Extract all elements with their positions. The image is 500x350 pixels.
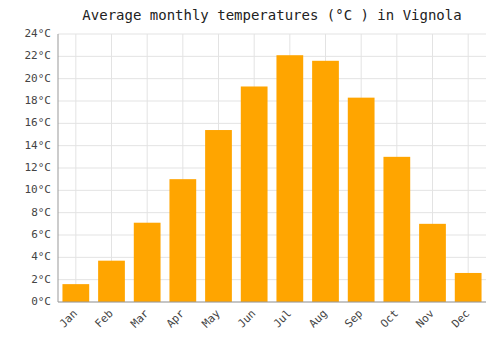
y-tick-label: 22°C [25, 49, 52, 62]
y-grid-line [58, 78, 486, 79]
y-tick-label: 16°C [25, 116, 52, 129]
bar [241, 86, 268, 302]
bar [383, 157, 410, 302]
y-tick-label: 6°C [31, 228, 51, 241]
y-tick-label: 2°C [31, 273, 51, 286]
y-tick-label: 4°C [31, 250, 51, 263]
y-tick-label: 12°C [25, 161, 52, 174]
chart-svg: 0°C 2°C 4°C 6°C 8°C 10°C 12°C 14°C 16°C 18°C 20°C 2… [0, 0, 500, 350]
bar [419, 224, 446, 302]
x-tick-label: Aug [306, 307, 329, 330]
x-grid-line [468, 34, 469, 302]
y-grid-line [58, 168, 486, 169]
y-grid-line [58, 212, 486, 213]
bars [62, 55, 481, 302]
bar [169, 179, 196, 302]
y-grid-line [58, 145, 486, 146]
y-tick-label: 18°C [25, 94, 52, 107]
bar [276, 55, 303, 302]
bar [455, 273, 482, 302]
bar [312, 61, 339, 302]
bar [62, 284, 89, 302]
y-tick-label: 0°C [31, 295, 51, 308]
x-tick-label: Dec [449, 307, 472, 330]
y-grid-line [58, 101, 486, 102]
x-tick-label: Apr [164, 307, 188, 331]
x-tick-label: Sep [342, 307, 365, 330]
chart-container: 0°C 2°C 4°C 6°C 8°C 10°C 12°C 14°C 16°C 18°C 20°C 2… [0, 0, 500, 350]
y-tick-label: 8°C [31, 206, 51, 219]
x-tick-label: May [199, 307, 223, 331]
x-axis-line [58, 302, 486, 303]
y-grid-line [58, 190, 486, 191]
grid [58, 34, 486, 302]
x-tick-label: Mar [128, 307, 152, 331]
y-tick-label: 20°C [25, 72, 52, 85]
x-tick-label: Jan [57, 307, 80, 330]
y-tick-label: 14°C [25, 139, 52, 152]
bar [134, 223, 161, 302]
y-axis-line [58, 34, 59, 302]
x-grid-line [75, 34, 76, 302]
bar [348, 98, 375, 302]
y-grid-line [58, 302, 486, 303]
x-tick-label: Jul [271, 307, 294, 330]
bar [98, 261, 125, 302]
title: Average monthly temperatures (°C ) in Vi… [82, 7, 461, 23]
y-grid-line [58, 56, 486, 57]
x-tick-label: Nov [413, 307, 437, 331]
bar [205, 130, 232, 302]
y-tick-label: 24°C [25, 27, 52, 40]
x-tick-label: Oct [378, 307, 401, 330]
y-grid-line [58, 123, 486, 124]
y-tick-label: 10°C [25, 183, 52, 196]
x-tick-label: Feb [92, 307, 115, 330]
x-tick-label: Jun [235, 307, 258, 330]
y-grid-line [58, 34, 486, 35]
